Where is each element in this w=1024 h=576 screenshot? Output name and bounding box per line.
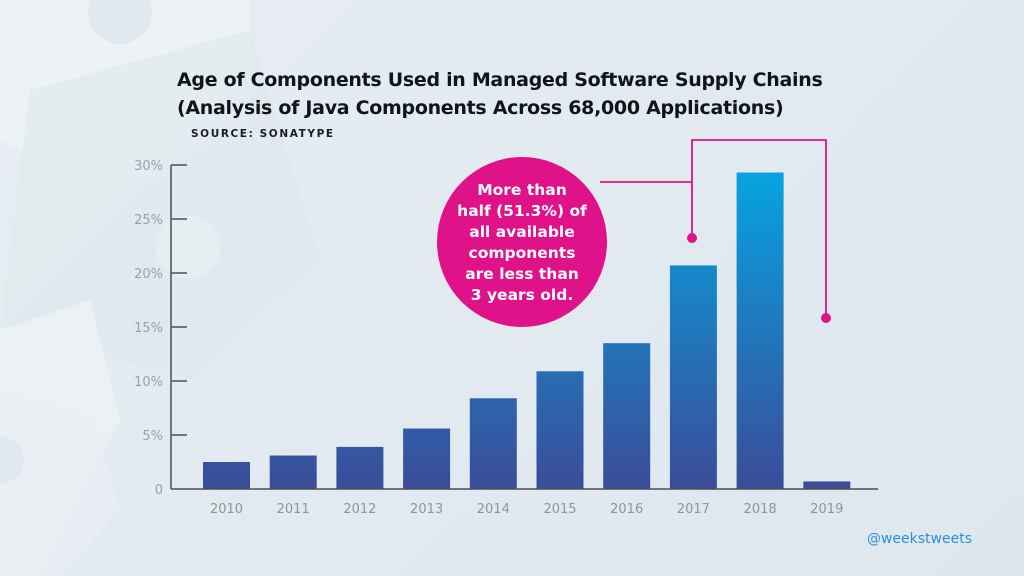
x-tick-label: 2010 bbox=[210, 502, 243, 517]
bars bbox=[203, 172, 851, 489]
callout-circle bbox=[437, 157, 607, 327]
x-tick-label: 2013 bbox=[410, 502, 443, 517]
x-tick-label: 2011 bbox=[277, 502, 310, 517]
chart-source: SOURCE: SONATYPE bbox=[191, 128, 335, 140]
bar-2017 bbox=[669, 265, 717, 489]
bar-2012 bbox=[336, 446, 384, 489]
y-tick-label: 30% bbox=[134, 159, 163, 174]
callout-line: components bbox=[468, 244, 576, 262]
x-tick-label: 2016 bbox=[610, 502, 643, 517]
callout-bracket bbox=[691, 139, 827, 318]
x-tick-label: 2015 bbox=[543, 502, 576, 517]
bar-2013 bbox=[403, 428, 451, 489]
bar-2014 bbox=[469, 398, 517, 489]
bar-2019 bbox=[803, 481, 851, 489]
x-tick-label: 2014 bbox=[477, 502, 510, 517]
callout-line: all available bbox=[469, 223, 575, 241]
x-tick-label: 2017 bbox=[677, 502, 710, 517]
chart-title-line-1: Age of Components Used in Managed Softwa… bbox=[177, 69, 823, 91]
y-tick-label: 5% bbox=[142, 429, 163, 444]
callout-line: 3 years old. bbox=[470, 286, 574, 304]
chart-title-line-2: (Analysis of Java Components Across 68,0… bbox=[177, 97, 784, 119]
bar-2011 bbox=[269, 455, 317, 489]
callout-text: More than half (51.3%) of all available … bbox=[440, 180, 604, 306]
y-axis: 0 5% 10% 15% 20% 25% 30% bbox=[134, 159, 187, 498]
bar-2018 bbox=[736, 172, 784, 489]
y-tick-label: 25% bbox=[134, 213, 163, 228]
y-tick-label: 10% bbox=[134, 375, 163, 390]
x-tick-label: 2018 bbox=[744, 502, 777, 517]
callout-line: More than bbox=[477, 181, 567, 199]
bar-2010 bbox=[203, 462, 250, 489]
callout-line: half (51.3%) of bbox=[457, 202, 587, 220]
chart-title: Age of Components Used in Managed Softwa… bbox=[177, 66, 823, 122]
watermark-handle: @weekstweets bbox=[866, 531, 972, 547]
callout-dot-2017 bbox=[687, 233, 697, 243]
y-tick-label: 0 bbox=[155, 483, 163, 498]
callout-line: are less than bbox=[465, 265, 579, 283]
bar-2015 bbox=[536, 371, 584, 489]
y-tick-label: 20% bbox=[134, 267, 163, 282]
callout-connectors bbox=[600, 139, 831, 323]
y-tick-label: 15% bbox=[134, 321, 163, 336]
x-tick-label: 2012 bbox=[343, 502, 376, 517]
callout-dot-2018 bbox=[821, 313, 831, 323]
bar-2016 bbox=[603, 343, 651, 489]
x-axis: 2010 2011 2012 2013 2014 2015 2016 2017 2018 2019 bbox=[171, 488, 878, 517]
x-tick-label: 2019 bbox=[810, 502, 843, 517]
